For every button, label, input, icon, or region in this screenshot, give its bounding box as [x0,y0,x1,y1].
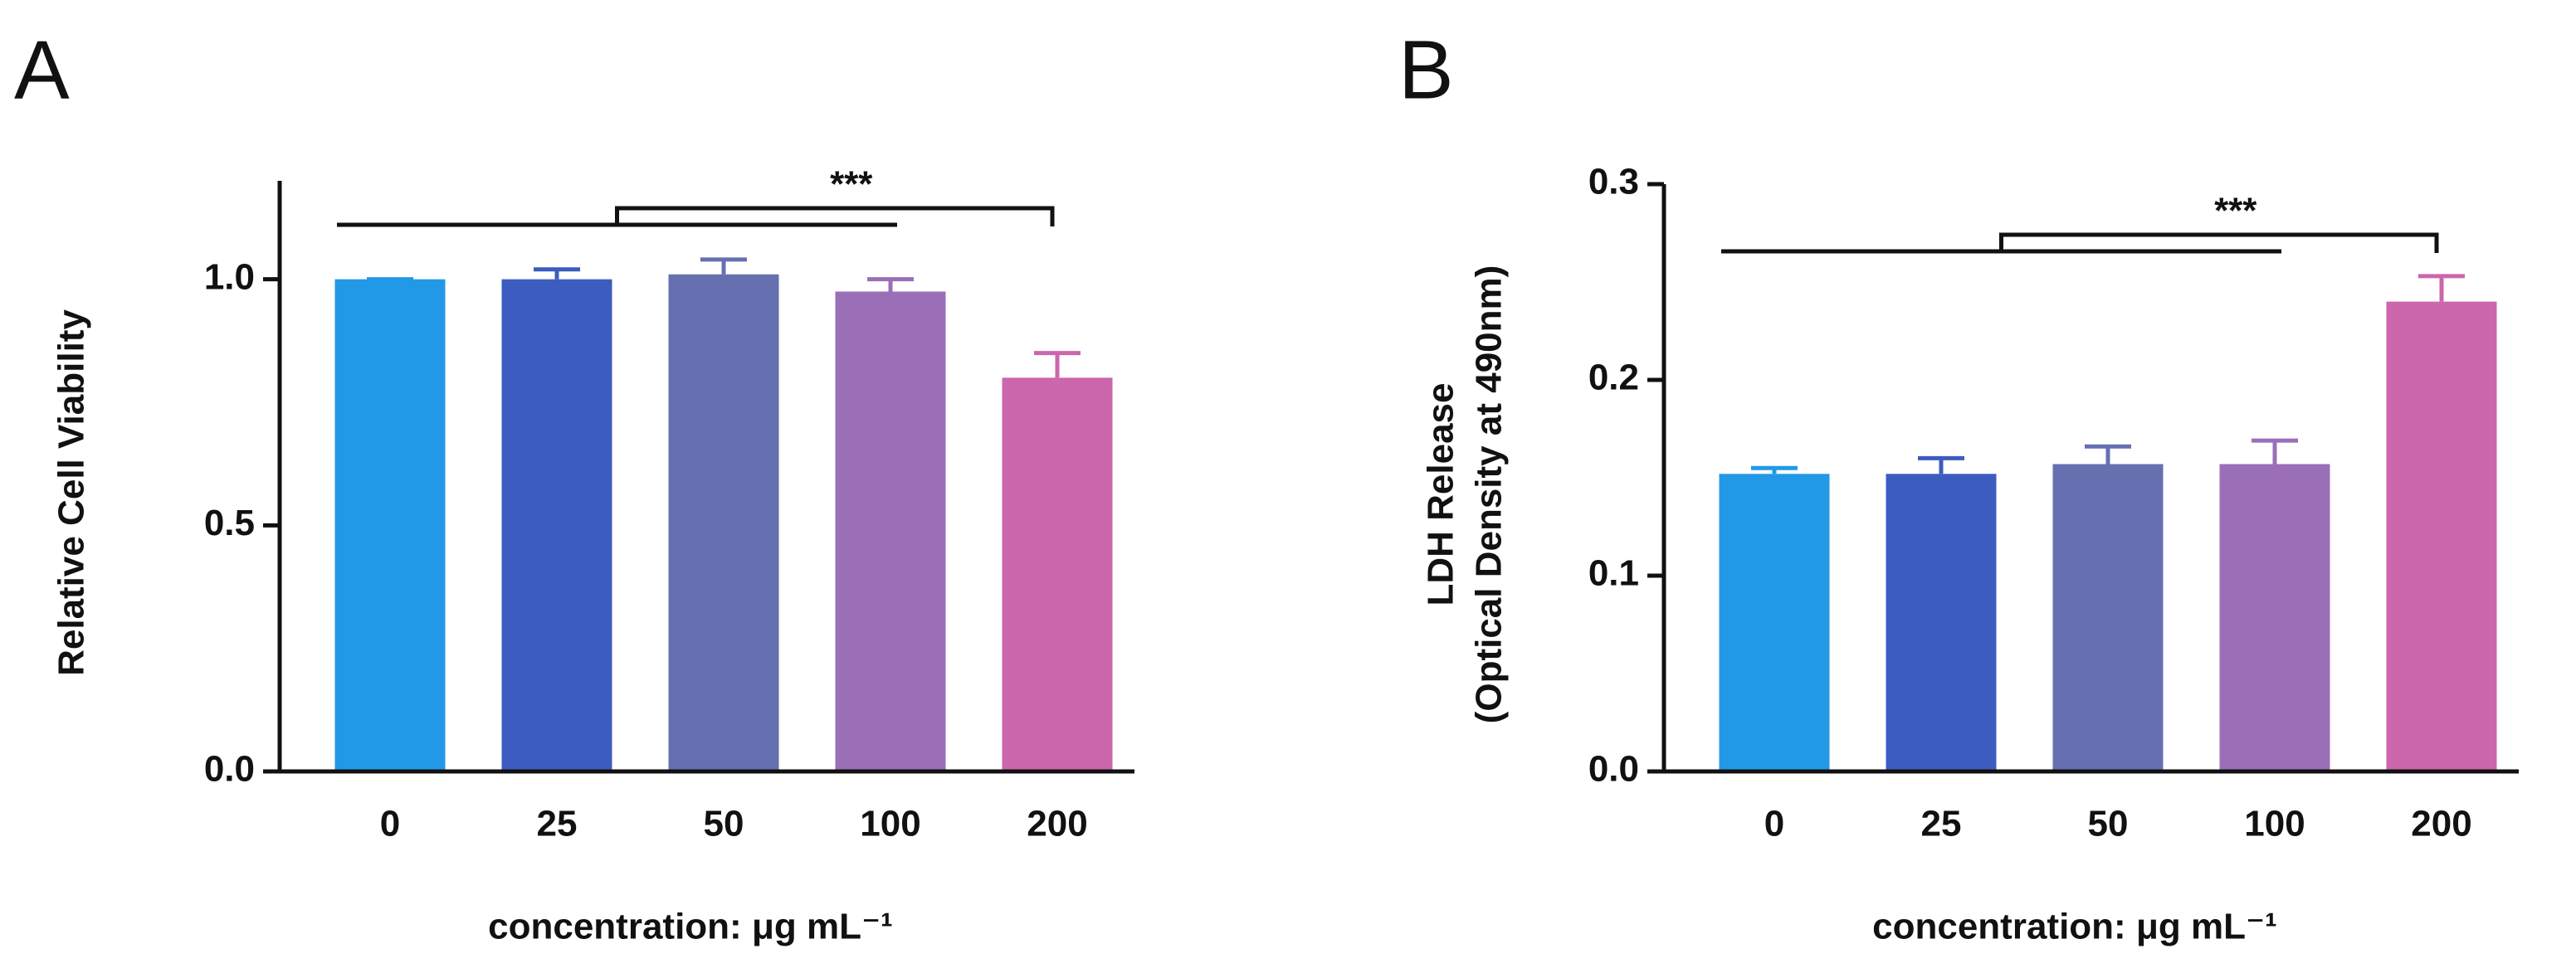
bar [501,279,612,772]
bar [2386,301,2497,772]
x-tick-label: 25 [537,804,578,844]
panel-label: A [14,23,70,116]
bar [1719,474,1830,771]
y-tick-label: 0.2 [1588,358,1639,398]
y-tick-label: 1.0 [204,256,255,297]
x-tick-label: 200 [2411,804,2471,844]
x-tick-label: 100 [860,804,920,844]
y-axis-label: (Optical Density at 490nm) [1469,265,1510,724]
bar [334,279,446,772]
y-tick-label: 0.5 [204,503,255,543]
bar [2219,464,2330,771]
significance-label: *** [2214,191,2257,231]
x-tick-label: 50 [704,804,744,844]
x-axis-label: concentration: μg mL⁻¹ [1872,907,2277,947]
x-tick-label: 100 [2244,804,2305,844]
bar [835,291,946,771]
y-axis-label: LDH Release [1421,382,1461,606]
x-tick-label: 200 [1027,804,1087,844]
bar [668,274,779,771]
significance-bracket [1999,232,2439,253]
x-tick-label: 25 [1921,804,1962,844]
x-tick-label: 0 [1764,804,1784,844]
significance-bracket [615,206,1055,226]
x-tick-label: 0 [380,804,400,844]
y-tick-label: 0.0 [1588,749,1639,790]
bar [2052,464,2164,771]
y-axis-label: Relative Cell Viability [51,309,92,676]
bar [1886,474,1997,771]
significance-label: *** [830,164,873,205]
y-tick-label: 0.1 [1588,553,1639,594]
x-tick-label: 50 [2088,804,2129,844]
y-tick-label: 0.0 [204,749,255,790]
panel-label: B [1398,23,1454,116]
x-axis-label: concentration: μg mL⁻¹ [488,907,893,947]
y-tick-label: 0.3 [1588,162,1639,202]
bar [1002,377,1113,771]
